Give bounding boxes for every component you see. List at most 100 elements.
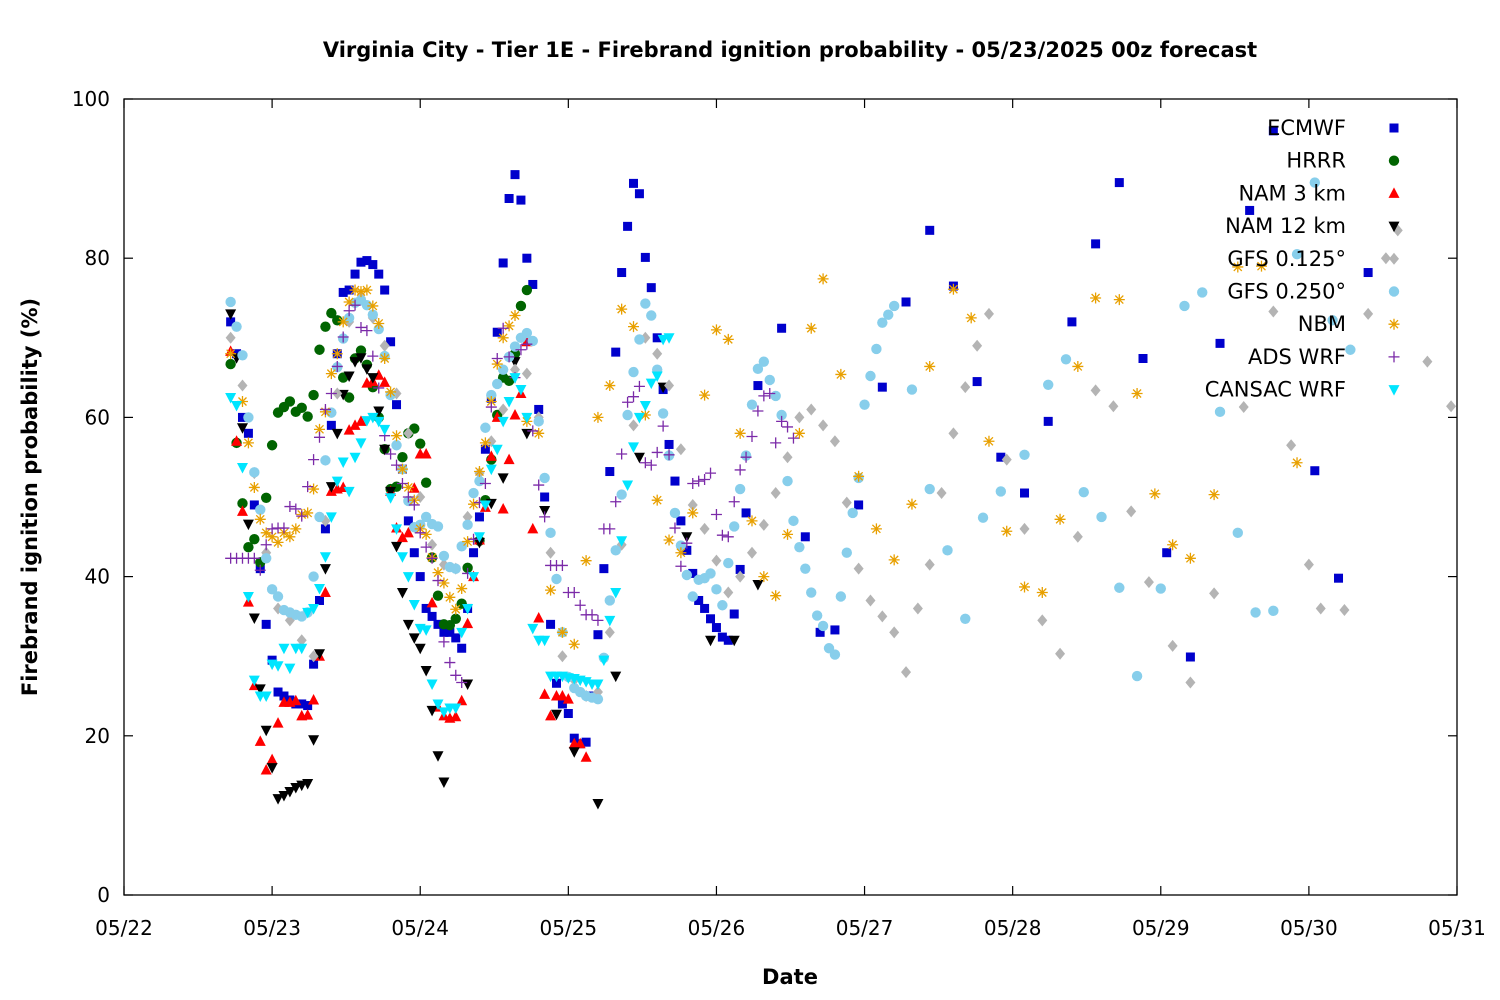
data-point	[746, 546, 757, 559]
data-point	[361, 364, 373, 375]
data-point	[349, 357, 361, 368]
data-point	[534, 404, 544, 414]
data-point	[652, 333, 662, 343]
data-point	[533, 427, 545, 439]
data-point	[314, 584, 326, 595]
data-point	[556, 690, 568, 701]
data-point	[414, 643, 426, 655]
data-point	[462, 519, 473, 531]
data-point	[793, 427, 805, 439]
data-point	[284, 787, 296, 798]
data-point	[503, 320, 515, 332]
data-point	[688, 568, 698, 578]
data-point	[598, 655, 610, 667]
data-point	[260, 527, 272, 539]
data-point	[628, 442, 640, 453]
data-point	[865, 594, 876, 607]
data-point	[243, 412, 254, 423]
data-point	[325, 512, 337, 523]
data-point	[497, 473, 509, 484]
data-point	[1327, 315, 1338, 326]
data-point	[236, 505, 248, 516]
data-point	[599, 564, 609, 574]
data-point	[320, 455, 331, 466]
data-point	[438, 707, 450, 718]
data-point	[462, 562, 473, 574]
data-point	[468, 498, 480, 510]
data-point	[1078, 487, 1089, 498]
data-point	[474, 512, 484, 522]
data-point	[254, 564, 266, 576]
data-point	[296, 510, 308, 522]
data-point	[385, 493, 397, 504]
data-point	[260, 725, 272, 737]
data-point	[1114, 582, 1125, 593]
data-point	[367, 350, 379, 362]
data-point	[391, 541, 403, 553]
data-point	[249, 500, 259, 510]
data-point	[485, 395, 497, 407]
data-point	[1113, 294, 1125, 306]
legend-marker	[1388, 318, 1400, 330]
data-point	[415, 438, 426, 449]
legend-label: NAM 12 km	[1225, 214, 1346, 238]
data-point	[438, 550, 450, 562]
data-point	[1268, 126, 1278, 136]
data-point	[628, 391, 640, 403]
data-point	[604, 615, 616, 627]
data-point	[319, 403, 331, 415]
data-point	[331, 476, 343, 488]
data-point	[497, 332, 509, 344]
data-point	[260, 691, 272, 702]
data-point	[272, 591, 284, 602]
data-point	[574, 737, 586, 749]
data-point	[1291, 249, 1303, 260]
data-point	[367, 412, 379, 424]
data-point	[308, 735, 320, 746]
data-point	[722, 333, 734, 345]
data-point	[462, 536, 474, 548]
data-point	[540, 492, 550, 502]
data-point	[438, 577, 450, 589]
data-point	[1446, 400, 1457, 413]
data-point	[1185, 652, 1195, 662]
data-point	[278, 791, 290, 802]
data-point	[711, 584, 722, 595]
data-point	[332, 387, 343, 400]
data-point	[1054, 513, 1066, 525]
data-point	[367, 309, 379, 320]
data-point	[557, 699, 567, 709]
data-point	[231, 435, 243, 446]
data-point	[331, 348, 343, 360]
data-point	[663, 449, 675, 461]
legend-marker	[1388, 385, 1400, 396]
data-point	[337, 316, 349, 328]
y-tick-label: 100	[72, 87, 110, 111]
data-point	[746, 399, 758, 410]
data-point	[770, 437, 782, 449]
data-point	[669, 507, 681, 519]
data-point	[456, 627, 468, 639]
data-point	[420, 541, 432, 553]
x-tick-label: 05/28	[984, 916, 1042, 940]
data-point	[639, 409, 651, 421]
data-point	[296, 643, 308, 655]
data-point	[1303, 558, 1314, 571]
x-tick-label: 05/30	[1280, 916, 1338, 940]
data-point	[1286, 439, 1297, 452]
data-point	[539, 688, 551, 699]
data-point	[486, 389, 497, 401]
data-point	[640, 298, 651, 309]
data-point	[1167, 639, 1178, 652]
data-point	[1091, 239, 1101, 249]
data-point	[1019, 449, 1030, 461]
data-point	[533, 611, 545, 623]
data-point	[830, 625, 840, 635]
data-point	[403, 427, 414, 440]
data-point	[450, 669, 462, 681]
data-point	[634, 189, 644, 199]
data-point	[243, 541, 254, 553]
x-axis-label: Date	[762, 965, 818, 989]
